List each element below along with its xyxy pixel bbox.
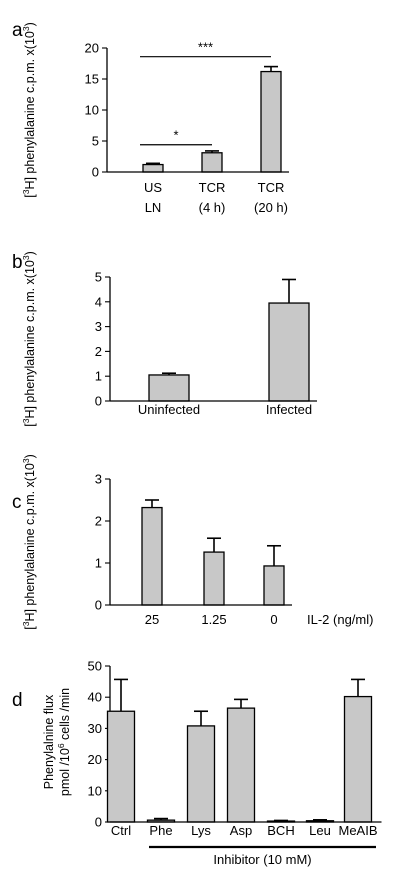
significance-label: * [173, 128, 178, 143]
y-tick-label-d: 50 [88, 659, 102, 674]
bar-c [203, 551, 225, 606]
x-tick-label-b: Infected [266, 402, 312, 417]
y-tick-label-b: 2 [95, 344, 102, 359]
x-tick-label-d: BCH [267, 823, 294, 838]
error-bar-d [114, 678, 128, 712]
error-bar-d [351, 678, 365, 697]
bar-c [141, 506, 163, 606]
y-tick-label-a: 20 [85, 41, 99, 56]
panel-d: d 0 10 20 30 40 50 Ctrl Phe Lys Asp BCH Leu MeAIB Inhi… [12, 659, 382, 867]
bar-b [268, 302, 310, 402]
y-tick-label-d: 20 [88, 752, 102, 767]
x-tick-label-d: Ctrl [111, 823, 131, 838]
bar-d [106, 710, 136, 823]
y-tick-label-d: 40 [88, 690, 102, 705]
group-label: Inhibitor (10 mM) [213, 852, 311, 867]
bar-a [201, 152, 223, 173]
bar-b [148, 374, 190, 402]
bar-d [186, 725, 216, 823]
y-tick-label-d: 0 [95, 815, 102, 830]
y-tick-label-a: 5 [92, 134, 99, 149]
y-tick-label-b: 5 [95, 270, 102, 285]
bar-d [343, 695, 373, 823]
error-bar-d [194, 710, 208, 726]
y-tick-label-a: 15 [85, 72, 99, 87]
error-bar-c [145, 499, 159, 508]
x-tick-label-a: TCR [199, 180, 226, 195]
x-tick-label-line2-a: LN [145, 200, 162, 215]
y-tick-label-b: 3 [95, 319, 102, 334]
error-bar-d [154, 817, 168, 821]
panel-b: b 0 1 2 3 4 5 Uninfected Infected [3H] phenylalan… [12, 251, 317, 427]
x-tick-label-d: Lys [191, 823, 211, 838]
y-axis-label-b: [3H] phenylalanine c.p.m. x(103) [21, 251, 37, 427]
x-tick-label-line2-a: (20 h) [254, 200, 288, 215]
x-tick-label-d: Asp [230, 823, 252, 838]
x-axis-label-c: IL-2 (ng/ml) [307, 612, 373, 627]
y-axis-label-a: [3H] phenylalanine c.p.m. x(103) [21, 22, 37, 198]
significance-bracket: *** [140, 40, 271, 58]
error-bar-c [207, 537, 221, 553]
x-tick-label-a: US [144, 180, 162, 195]
x-tick-label-d: Leu [309, 823, 331, 838]
x-tick-label-a: TCR [258, 180, 285, 195]
panel-letter-a: a [12, 20, 23, 41]
y-tick-label-b: 4 [95, 294, 102, 309]
x-tick-label-c: 25 [145, 612, 159, 627]
y-axis-label-line1-d: Phenylalnine flux [42, 694, 56, 789]
error-bar-d [274, 819, 288, 822]
x-tick-label-b: Uninfected [138, 402, 200, 417]
x-tick-label-c: 1.25 [201, 612, 226, 627]
bar-c [263, 565, 285, 606]
y-tick-label-b: 0 [95, 394, 102, 409]
y-tick-label-a: 10 [85, 103, 99, 118]
panel-letter-c: c [12, 492, 22, 513]
y-tick-label-b: 1 [95, 369, 102, 384]
error-bar-d [313, 819, 327, 821]
error-bar-b [162, 372, 176, 375]
error-bar-b [282, 278, 296, 304]
significance-bracket: * [140, 128, 212, 146]
bar-a [260, 70, 282, 173]
x-tick-label-line2-a: (4 h) [199, 200, 226, 215]
y-tick-label-c: 1 [95, 556, 102, 571]
bar-a [142, 163, 164, 173]
error-bar-a [264, 65, 278, 72]
significance-label: *** [198, 40, 213, 55]
y-tick-label-c: 2 [95, 514, 102, 529]
y-tick-label-c: 3 [95, 472, 102, 487]
panel-letter-d: d [12, 690, 23, 711]
error-bar-d [234, 698, 248, 709]
panel-letter-b: b [12, 252, 23, 273]
x-tick-label-c: 0 [270, 612, 277, 627]
panel-c: c 0 1 2 3 25 1.25 0 IL-2 (ng/ml) [3H] phenylalani… [12, 454, 373, 630]
y-axis-label-line2-d: pmol /106 cells /min [56, 688, 72, 796]
x-tick-label-d: MeAIB [338, 823, 377, 838]
y-axis-label-c: [3H] phenylalanine c.p.m. x(103) [21, 454, 37, 630]
error-bar-a [205, 150, 219, 153]
y-tick-label-a: 0 [92, 165, 99, 180]
y-tick-label-d: 30 [88, 721, 102, 736]
x-tick-label-d: Phe [149, 823, 172, 838]
y-tick-label-c: 0 [95, 598, 102, 613]
error-bar-c [267, 544, 281, 566]
error-bar-a [146, 162, 160, 165]
y-tick-label-d: 10 [88, 783, 102, 798]
bar-d [226, 707, 256, 823]
